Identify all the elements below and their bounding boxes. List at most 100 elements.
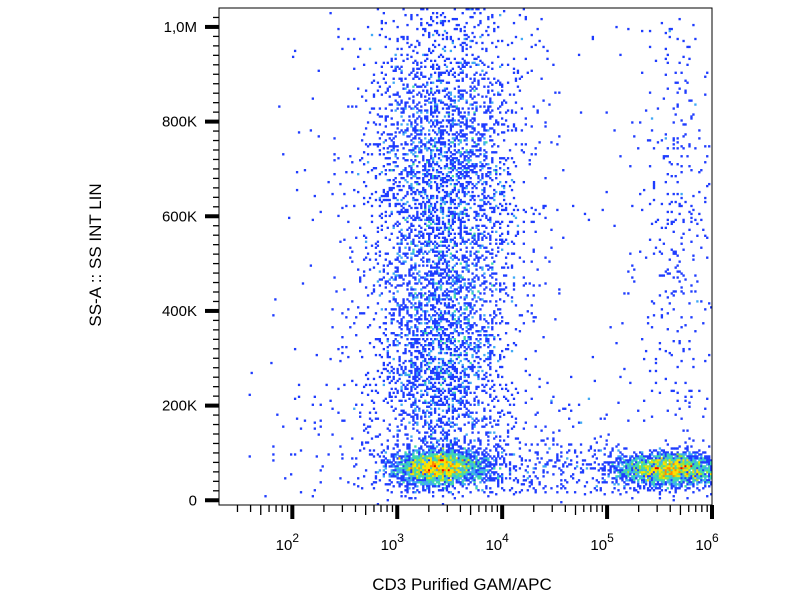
event-dot	[627, 270, 630, 273]
event-dot	[430, 447, 433, 450]
event-dot	[431, 286, 435, 289]
event-dot	[386, 375, 389, 379]
event-dot	[445, 343, 449, 347]
event-dot	[672, 290, 675, 293]
event-dot	[439, 383, 443, 387]
event-dot	[437, 256, 441, 259]
event-dot	[396, 391, 399, 395]
event-dot	[437, 340, 441, 343]
event-dot	[439, 147, 443, 150]
event-dot	[465, 53, 468, 57]
event-dot	[441, 71, 445, 74]
event-dot	[481, 173, 484, 176]
event-dot	[483, 212, 486, 216]
event-dot	[463, 379, 466, 383]
event-dot	[495, 230, 498, 233]
event-dot	[502, 169, 506, 172]
event-dot	[473, 341, 476, 345]
event-dot	[433, 365, 437, 369]
event-dot	[457, 73, 460, 76]
event-dot	[408, 381, 411, 385]
event-dot	[420, 73, 423, 76]
event-dot	[378, 107, 382, 110]
event-dot	[684, 453, 687, 456]
event-dot	[570, 443, 573, 446]
event-dot	[469, 169, 472, 172]
event-dot	[489, 218, 492, 222]
event-dot	[459, 407, 462, 410]
event-dot	[424, 413, 427, 416]
event-dot	[493, 397, 496, 400]
event-dot	[420, 322, 423, 325]
event-dot	[477, 439, 480, 442]
event-dot	[433, 322, 437, 325]
event-dot	[688, 210, 691, 214]
event-dot	[510, 381, 514, 385]
event-dot	[485, 196, 488, 200]
event-dot	[483, 389, 486, 393]
event-dot	[418, 43, 421, 47]
event-dot	[453, 347, 456, 351]
event-dot	[416, 216, 419, 220]
event-dot	[650, 389, 654, 393]
event-dot	[471, 107, 474, 110]
event-dot	[376, 240, 380, 243]
event-dot	[481, 453, 484, 456]
event-dot	[380, 308, 384, 311]
event-dot	[439, 129, 443, 132]
event-dot	[384, 282, 387, 285]
event-dot	[380, 27, 384, 31]
event-dot	[437, 280, 441, 283]
event-dot	[493, 151, 496, 154]
event-dot	[501, 117, 504, 120]
event-dot	[392, 391, 395, 395]
event-dot	[382, 379, 385, 383]
event-dot	[451, 178, 455, 182]
event-dot	[345, 171, 348, 174]
event-dot	[404, 324, 407, 327]
event-dot	[682, 39, 685, 43]
event-dot	[394, 258, 397, 261]
event-dot	[337, 157, 340, 160]
event-dot	[392, 312, 395, 315]
event-dot	[473, 111, 476, 114]
event-dot	[522, 284, 526, 287]
event-dot	[447, 139, 451, 142]
event-dot	[684, 133, 687, 136]
event-dot	[362, 258, 366, 261]
event-dot	[435, 264, 439, 267]
event-dot	[455, 23, 458, 27]
event-dot	[469, 449, 472, 452]
event-dot	[455, 192, 458, 196]
event-dot	[499, 222, 502, 226]
event-dot	[445, 250, 449, 253]
event-dot	[311, 97, 314, 100]
event-dot	[459, 97, 462, 100]
event-dot	[457, 111, 460, 114]
event-dot	[398, 202, 401, 206]
event-dot	[400, 318, 403, 321]
event-dot	[491, 320, 494, 323]
event-dot	[449, 167, 453, 170]
event-dot	[510, 300, 514, 303]
event-dot	[439, 182, 443, 186]
event-dot	[473, 165, 476, 168]
event-dot	[491, 230, 494, 233]
event-dot	[388, 157, 391, 160]
event-dot	[422, 441, 425, 444]
event-dot	[443, 19, 447, 23]
event-dot	[463, 123, 466, 126]
event-dot	[449, 198, 453, 202]
event-dot	[605, 443, 608, 446]
event-dot	[467, 157, 470, 160]
event-dot	[382, 270, 385, 273]
event-dot	[445, 371, 449, 375]
event-dot	[445, 65, 449, 68]
event-dot	[445, 87, 449, 90]
event-dot	[449, 182, 453, 186]
event-dot	[435, 89, 439, 92]
event-dot	[506, 347, 510, 351]
event-dot	[499, 290, 502, 293]
event-dot	[414, 379, 417, 383]
event-dot	[445, 107, 449, 110]
